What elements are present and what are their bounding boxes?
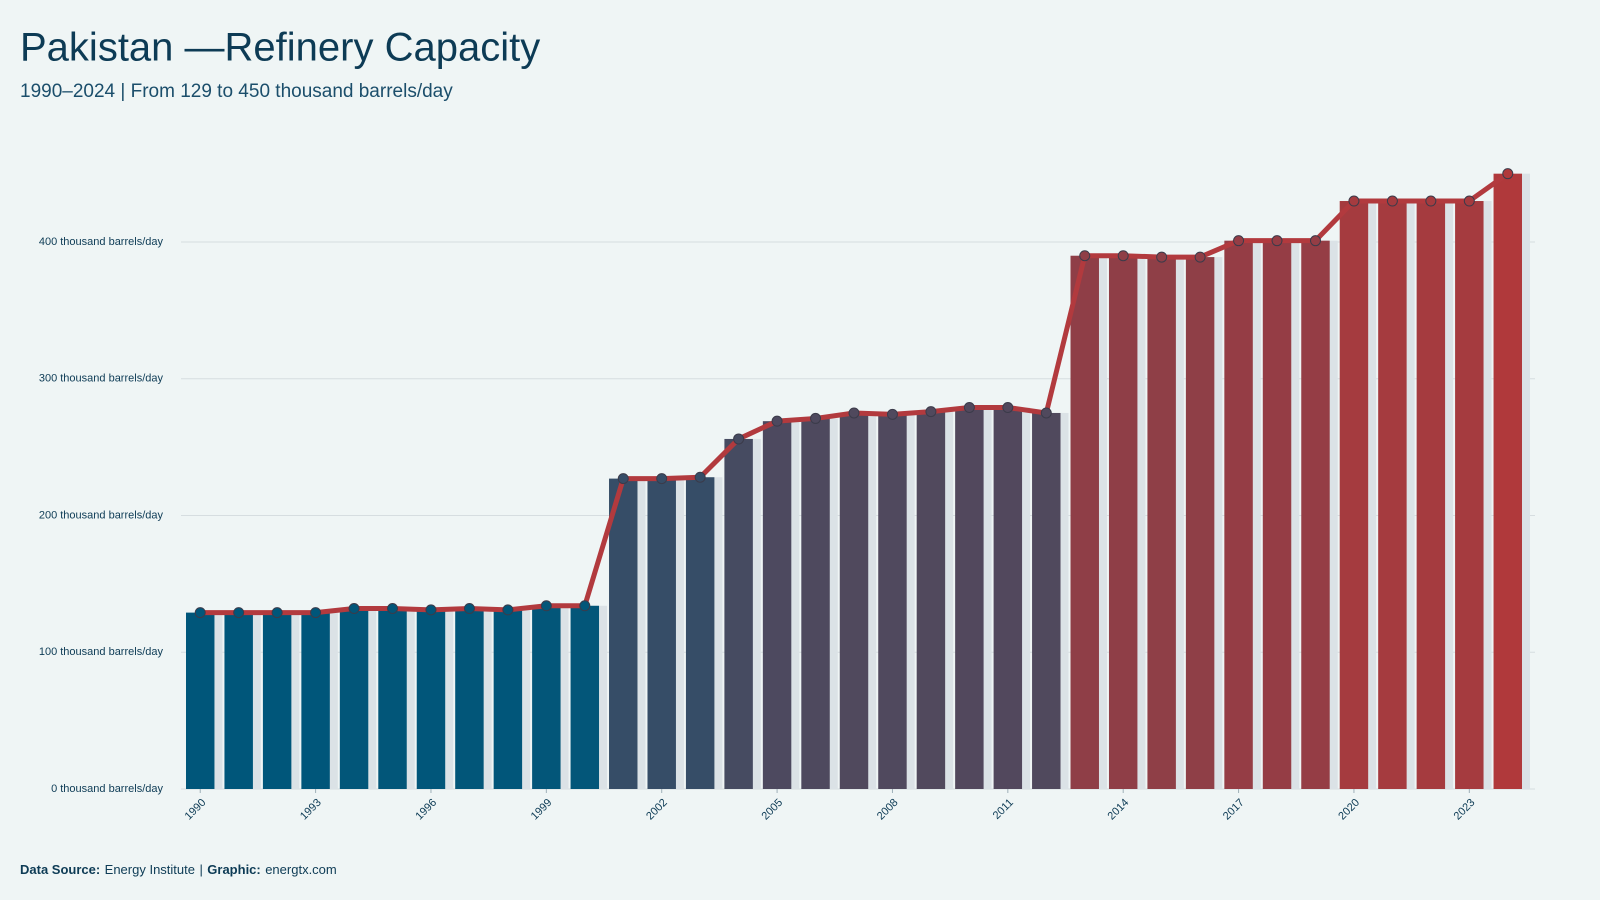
point — [1463, 195, 1475, 207]
footer-graphic-label: Graphic: — [207, 862, 260, 877]
footer: Data Source: Energy Institute | Graphic:… — [20, 862, 337, 879]
point — [502, 604, 514, 616]
point — [1079, 250, 1091, 262]
point — [656, 473, 668, 485]
chart-subtitle: 1990–2024 | From 129 to 450 thousand bar… — [20, 81, 453, 102]
point — [1002, 401, 1014, 413]
point — [733, 433, 745, 445]
x-tick-label: 2020 — [1336, 797, 1362, 823]
bar — [801, 418, 830, 789]
bar — [724, 438, 753, 789]
point — [1271, 235, 1283, 247]
x-tick-label: 2014 — [1106, 797, 1132, 823]
point — [1348, 195, 1360, 207]
bar — [1224, 240, 1253, 789]
bar — [1455, 201, 1484, 790]
x-tick-label: 1990 — [183, 797, 209, 823]
point — [1309, 235, 1321, 247]
x-tick-label: 2011 — [991, 797, 1016, 822]
x-tick-label: 1993 — [298, 797, 324, 823]
bar — [1147, 257, 1176, 789]
point — [1502, 168, 1514, 180]
y-tick-label: 200 thousand barrels/day — [39, 509, 164, 521]
bar — [647, 478, 676, 789]
point — [771, 415, 783, 427]
point — [271, 607, 283, 619]
point — [1040, 407, 1052, 419]
bar — [1108, 255, 1138, 789]
point — [387, 603, 399, 615]
point — [1117, 250, 1129, 262]
x-tick-label: 2002 — [644, 797, 670, 823]
bar — [262, 612, 292, 789]
point — [1233, 235, 1245, 247]
bar — [839, 412, 869, 789]
footer-source-label: Data Source: — [20, 862, 100, 877]
y-tick-label: 300 thousand barrels/day — [39, 373, 164, 385]
bar — [301, 612, 330, 789]
bar — [1185, 257, 1215, 789]
x-tick-label: 2008 — [875, 797, 901, 823]
bar — [493, 609, 523, 789]
point — [925, 406, 937, 418]
bar — [685, 477, 715, 789]
x-tick-label: 1999 — [529, 797, 555, 823]
bar — [609, 478, 638, 789]
point — [310, 607, 322, 619]
bar — [416, 609, 446, 789]
point — [579, 600, 591, 612]
bar — [339, 608, 369, 789]
bar — [878, 414, 907, 789]
point — [540, 600, 552, 612]
point — [810, 412, 822, 424]
point — [194, 607, 206, 619]
y-tick-label: 0 thousand barrels/day — [51, 783, 163, 795]
point — [1156, 251, 1168, 263]
bar — [1032, 412, 1061, 789]
bar — [455, 608, 484, 789]
bar — [1416, 201, 1446, 790]
point — [848, 407, 860, 419]
bar — [762, 421, 792, 789]
point — [1194, 251, 1206, 263]
bar — [1493, 173, 1523, 789]
point — [1386, 195, 1398, 207]
bar — [1378, 201, 1407, 790]
chart-title: Pakistan —Refinery Capacity — [20, 26, 540, 70]
bar — [955, 407, 984, 789]
footer-graphic: energtx.com — [265, 862, 337, 877]
bar — [532, 605, 561, 789]
y-tick-label: 100 thousand barrels/day — [39, 646, 164, 658]
y-tick-label: 400 thousand barrels/day — [39, 236, 164, 248]
point — [463, 603, 475, 615]
x-tick-label: 2017 — [1221, 797, 1247, 823]
point — [617, 473, 629, 485]
bar — [1339, 201, 1369, 790]
point — [886, 408, 898, 420]
bar — [378, 608, 407, 789]
bar — [570, 605, 600, 789]
bar — [1262, 240, 1292, 789]
bar — [993, 407, 1023, 789]
bar — [916, 411, 946, 789]
bar — [185, 612, 215, 789]
point — [963, 401, 975, 413]
footer-separator: | — [199, 862, 202, 877]
bar — [1070, 255, 1099, 789]
bar — [224, 612, 253, 789]
footer-source: Energy Institute — [105, 862, 195, 877]
point — [694, 471, 706, 483]
x-tick-label: 2005 — [759, 797, 785, 823]
bar — [1301, 240, 1330, 789]
point — [1425, 195, 1437, 207]
x-tick-label: 1996 — [413, 797, 439, 823]
point — [425, 604, 437, 616]
x-tick-label: 2023 — [1452, 797, 1478, 823]
point — [348, 603, 360, 615]
point — [233, 607, 245, 619]
